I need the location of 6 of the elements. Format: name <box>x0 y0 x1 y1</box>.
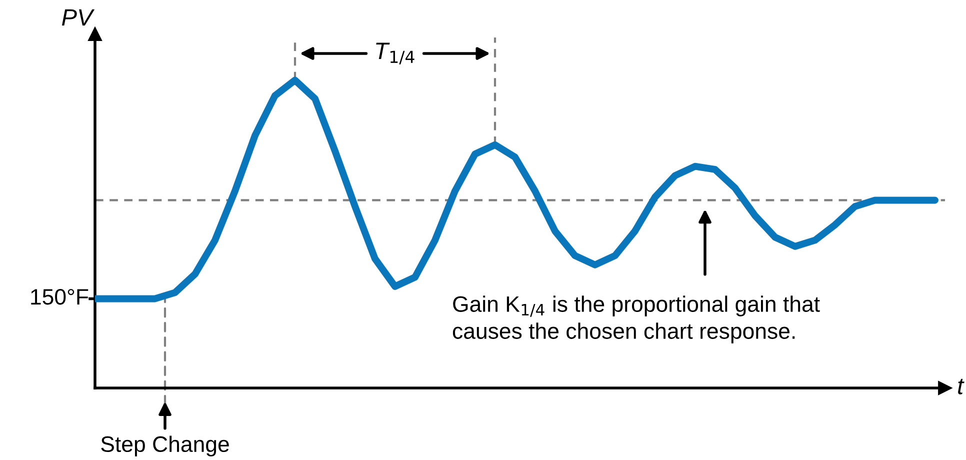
annotation: Gain K$_{1/4}$ is the proportional gain that causes the chosen chart response. <box>452 296 820 344</box>
text: T$_{1/4}$ <box>376 42 414 64</box>
x-axis-title: t <box>958 378 964 394</box>
text: 150°F <box>31 288 88 305</box>
text: Step Change <box>101 436 229 456</box>
y-axis-title: PV <box>62 9 95 26</box>
